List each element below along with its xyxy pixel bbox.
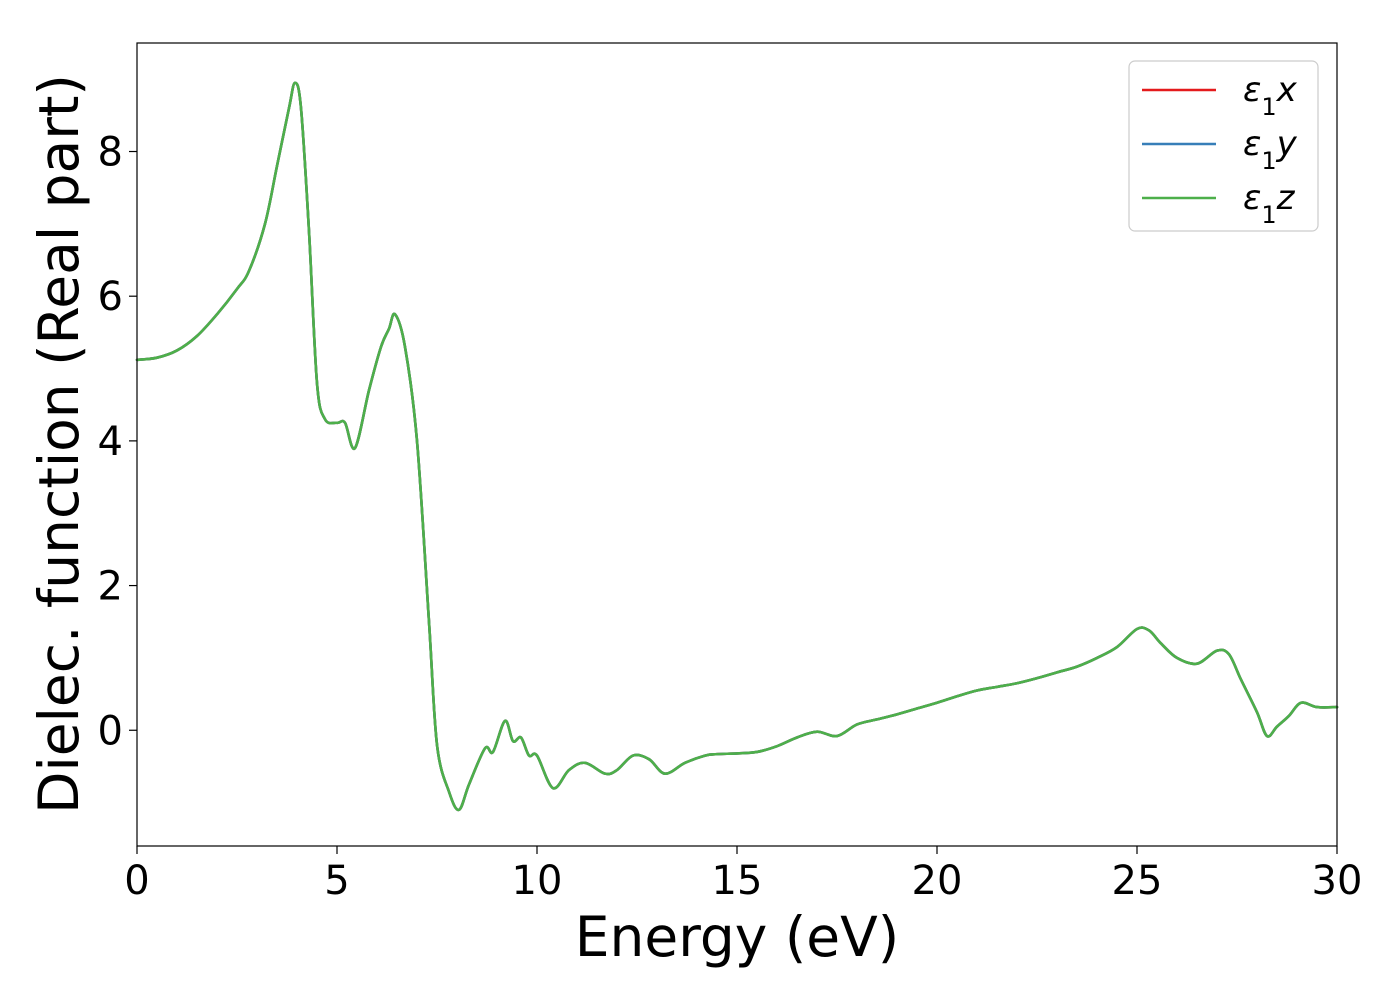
series-line-2 [135,81,1339,812]
x-tick-label: 20 [912,858,963,904]
x-tick-label: 30 [1312,858,1363,904]
x-tick-label: 0 [124,858,149,904]
plot-frame [136,42,1338,847]
legend-label-1: ε1y [1243,124,1298,175]
y-tick-label: 0 [98,708,123,754]
y-tick-label: 8 [98,130,123,176]
x-tick-label: 5 [324,858,349,904]
x-tick-label: 25 [1112,858,1163,904]
y-tick-label: 6 [98,274,123,320]
x-tick-label: 10 [512,858,563,904]
y-axis-title: Dielec. function (Real part) [27,74,91,814]
y-tick-label: 4 [98,419,123,465]
y-tick-label: 2 [98,564,123,610]
x-tick-label: 15 [712,858,763,904]
x-axis-title: Energy (eV) [575,905,899,969]
legend-label-2: ε1z [1243,178,1296,229]
x-axis-ticks: 0 5 10 15 20 25 30 [124,846,1362,904]
legend-box [1128,60,1319,232]
series-layer [135,81,1339,812]
y-axis-ticks: 0 2 4 6 8 [98,130,137,754]
legend-label-0: ε1x [1243,70,1298,121]
